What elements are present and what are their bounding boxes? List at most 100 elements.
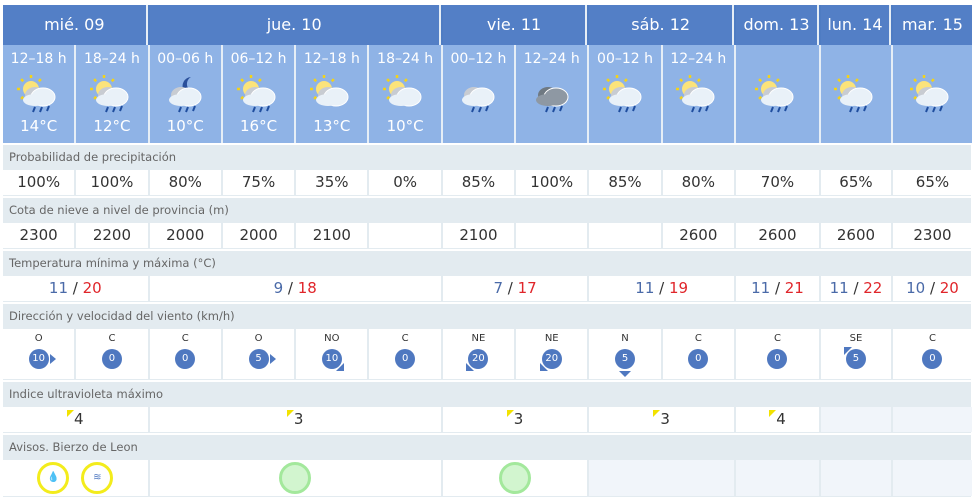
wind-speed-badge: 10: [28, 349, 49, 369]
period-time: 00–12 h: [450, 51, 507, 67]
temp-cell: 11 / 22: [820, 276, 891, 301]
snow-cell: 2600: [735, 223, 819, 248]
temp-max: 21: [784, 279, 804, 297]
uv-cell: 3: [442, 407, 588, 432]
snow-cell: [369, 223, 441, 248]
rain-warning-icon[interactable]: 💧: [37, 462, 70, 494]
wind-speed-badge: 0: [767, 349, 788, 369]
period-time: 12–24 h: [670, 51, 727, 67]
day-header-3: sáb. 12: [589, 5, 734, 45]
uv-value: 3: [660, 410, 670, 428]
prob-cell: 35%: [296, 170, 368, 195]
temp-cell: 11 / 21: [735, 276, 819, 301]
avisos-cell: 💧 ≋: [3, 460, 148, 496]
temp-max: 20: [939, 279, 959, 297]
uv-cell: [892, 407, 972, 432]
avisos-cell: [589, 460, 734, 496]
temp-cell: 9 / 18: [149, 276, 441, 301]
temp-min: 11: [751, 279, 771, 297]
no-warning-icon[interactable]: [499, 462, 532, 494]
prob-cell: 80%: [149, 170, 221, 195]
day-header-row: mié. 09 jue. 10 vie. 11 sáb. 12 dom. 13 lun. …: [3, 5, 972, 45]
period-cell: 12–18 h 13°C: [296, 45, 368, 143]
temp-cell: 11 / 19: [589, 276, 734, 301]
uv-cell: 4: [3, 407, 148, 432]
snow-cell: 2300: [3, 223, 75, 248]
snow-label: Cota de nieve a nivel de provincia (m): [3, 198, 971, 222]
period-time: 12–18 h: [303, 51, 360, 67]
avisos-label: Avisos. Bierzo de Leon: [3, 435, 971, 459]
temp-min: 9: [273, 279, 284, 297]
prob-cell: 65%: [820, 170, 891, 195]
period-cell: [735, 45, 819, 143]
period-time: 06–12 h: [230, 51, 287, 67]
prob-cell: 0%: [369, 170, 441, 195]
sun-cloud-rain-icon: [88, 75, 136, 115]
wind-row: O 10 C 0 C 0 O 5 NO 10 C 0 NE 20 NE 20 N 5 C 0 C 0 SE 5 C 0: [3, 328, 972, 380]
temp-separator: /: [770, 279, 785, 297]
snow-cell: 2100: [296, 223, 368, 248]
wind-speed-badge: 0: [101, 349, 122, 369]
uv-cell: [820, 407, 891, 432]
sun-cloud-rain-icon: [674, 75, 722, 115]
avisos-cell: [442, 460, 588, 496]
avisos-cell: [149, 460, 441, 496]
prob-cell: 85%: [442, 170, 515, 195]
prob-cell: 80%: [662, 170, 734, 195]
wind-direction: C: [928, 333, 936, 344]
period-time: 12–24 h: [523, 51, 580, 67]
temp-max: 20: [82, 279, 102, 297]
forecast-table: mié. 09 jue. 10 vie. 11 sáb. 12 dom. 13 lun. …: [3, 5, 972, 497]
cloud-rain-icon: [454, 75, 502, 115]
wind-arrow-icon: [335, 363, 344, 371]
period-cell: 00–12 h: [442, 45, 515, 143]
period-temp: 14°C: [20, 117, 58, 135]
temp-min: 11: [48, 279, 68, 297]
snow-cell: 2000: [222, 223, 295, 248]
period-time: 18–24 h: [83, 51, 140, 67]
wind-speed-badge: 0: [175, 349, 196, 369]
sun-cloud-rain-icon: [908, 75, 956, 115]
day-header-6: mar. 15: [892, 5, 972, 45]
no-warning-icon[interactable]: [279, 462, 312, 494]
wind-cell: NE 20: [516, 329, 588, 379]
wind-speed-badge: 5: [615, 349, 636, 369]
day-header-5: lun. 14: [820, 5, 891, 45]
period-temp: 13°C: [313, 117, 351, 135]
wind-speed-badge: 0: [395, 349, 416, 369]
period-time: 18–24 h: [377, 51, 434, 67]
period-cell: 00–06 h 10°C: [149, 45, 221, 143]
wind-warning-icon[interactable]: ≋: [81, 462, 114, 494]
sun-cloud-rain-icon: [601, 75, 649, 115]
wind-direction: C: [108, 333, 116, 344]
prob-cell: 85%: [589, 170, 661, 195]
uv-label: Indice ultravioleta máximo: [3, 382, 971, 406]
temp-cell: 11 / 20: [3, 276, 148, 301]
moon-cloud-rain-icon: [161, 75, 209, 115]
snow-cell: 2300: [892, 223, 972, 248]
temp-separator: /: [503, 279, 518, 297]
dark-cloud-rain-icon: [528, 75, 576, 115]
snow-cell: 2200: [76, 223, 148, 248]
snow-cell: 2100: [442, 223, 515, 248]
day-header-0: mié. 09: [3, 5, 148, 45]
sun-cloud-rain-icon: [753, 75, 801, 115]
prob-cell: 100%: [516, 170, 588, 195]
sun-cloud-icon: [381, 75, 429, 115]
temp-min: 7: [493, 279, 503, 297]
period-temp: 10°C: [386, 117, 424, 135]
temp-max: 22: [863, 279, 883, 297]
wind-speed-badge: 5: [248, 349, 269, 369]
uv-flag-icon: [506, 410, 514, 417]
uv-value: 4: [74, 410, 84, 428]
wind-direction: C: [773, 333, 781, 344]
sun-cloud-rain-icon: [832, 75, 880, 115]
wind-arrow-icon: [49, 354, 56, 364]
temp-cell: 7 / 17: [442, 276, 588, 301]
wind-direction: C: [401, 333, 409, 344]
snow-cell: [589, 223, 661, 248]
